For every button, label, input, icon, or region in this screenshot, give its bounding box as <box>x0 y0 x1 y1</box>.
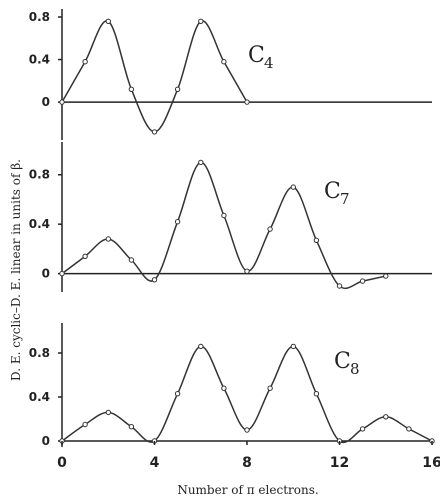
data-point <box>267 385 273 391</box>
data-point <box>313 391 320 397</box>
data-point <box>174 391 181 397</box>
data-point <box>221 385 227 391</box>
data-point <box>105 236 112 242</box>
panel-3: 0 0.4 0.8 C 8 <box>29 323 435 448</box>
panel-2: 0 0.4 0.8 C 7 <box>29 142 432 292</box>
data-point <box>198 159 204 166</box>
panel-label: C <box>248 43 265 68</box>
data-point <box>105 409 112 416</box>
x-tick-label: 0 <box>57 455 67 471</box>
y-tick-label: 0 <box>42 267 50 281</box>
x-tick-label: 16 <box>422 455 440 471</box>
data-point <box>128 86 135 93</box>
x-axis: 0 4 8 12 16 <box>57 441 440 471</box>
y-tick-label: 0 <box>42 434 50 448</box>
panels: 00.40.8C 400.40.8C 700.40.8 C 8 <box>29 9 435 448</box>
data-point <box>290 184 296 190</box>
series-line <box>61 20 248 133</box>
y-tick-label: 0.4 <box>29 217 50 231</box>
data-point <box>313 237 320 244</box>
data-point <box>406 426 412 432</box>
y-tick-label: 0.4 <box>29 390 50 404</box>
x-tick-label: 12 <box>330 455 349 471</box>
data-point <box>82 253 88 259</box>
panel-label: C <box>334 349 351 374</box>
panel-label: C <box>324 179 341 204</box>
y-axis-label: D. E. cyclic–D. E. linear in units of β. <box>9 159 23 381</box>
data-point <box>198 343 204 350</box>
data-point <box>383 273 389 279</box>
data-point <box>174 219 181 225</box>
x-tick-label: 4 <box>150 455 160 471</box>
data-point <box>221 212 227 219</box>
data-point <box>128 257 135 263</box>
data-point <box>59 270 65 277</box>
y-tick-label: 0.8 <box>29 168 50 182</box>
data-point <box>359 278 366 284</box>
data-point <box>290 343 296 350</box>
data-point <box>82 421 88 428</box>
data-point <box>244 99 250 105</box>
panel-1: 0 0.4 0.8 C 4 <box>29 9 432 140</box>
y-tick-label: 0.8 <box>29 10 50 24</box>
x-tick-label: 8 <box>242 455 252 471</box>
y-tick-label: 0.4 <box>29 53 50 67</box>
y-tick-label: 0 <box>42 95 50 109</box>
data-point <box>336 283 343 289</box>
panel-label-subscript: 8 <box>350 360 360 378</box>
data-point <box>221 59 227 65</box>
data-point <box>244 268 250 274</box>
data-point <box>359 426 366 432</box>
data-point <box>267 226 273 232</box>
x-axis-label: Number of π electrons. <box>177 483 318 497</box>
panel-label-subscript: 4 <box>264 54 274 72</box>
data-point <box>82 59 88 65</box>
y-tick-label: 0.8 <box>29 346 50 360</box>
data-point <box>244 427 250 433</box>
panel-label-subscript: 7 <box>340 190 350 208</box>
data-point <box>383 414 389 420</box>
data-point <box>174 86 181 93</box>
data-point <box>151 277 158 283</box>
data-point <box>198 18 204 24</box>
data-point <box>151 129 158 135</box>
series-line <box>61 161 386 290</box>
data-point <box>105 18 112 24</box>
data-point <box>128 424 135 430</box>
data-point <box>59 99 65 105</box>
